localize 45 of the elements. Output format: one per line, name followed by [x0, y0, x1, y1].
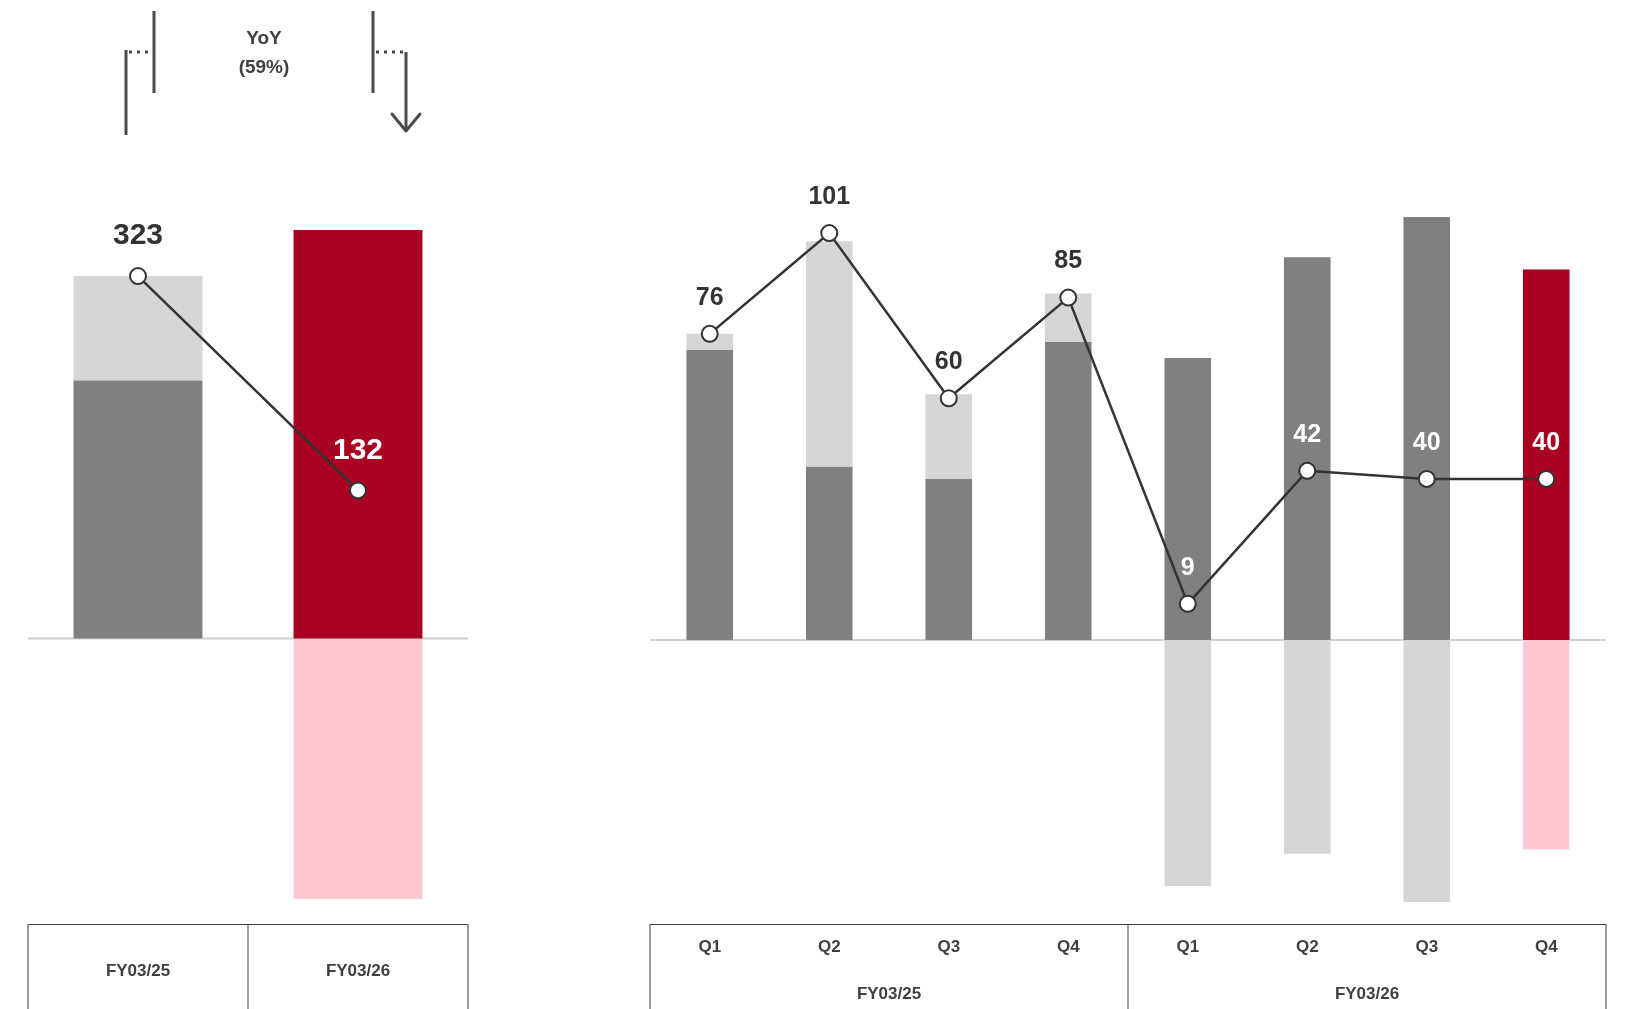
- point: [1178, 594, 1197, 613]
- x-tick-label: Q1: [698, 936, 722, 956]
- text: FY03/26: [1334, 983, 1400, 1003]
- x-tick-label: Q4: [1056, 936, 1081, 956]
- x-tick-label: Q3: [1415, 936, 1439, 956]
- text: FY03/25: [856, 983, 922, 1003]
- bar: [73, 380, 203, 639]
- data-label: 85: [1054, 245, 1083, 274]
- x-tick-label: Q4: [1534, 936, 1559, 956]
- point: [820, 224, 839, 243]
- bar: [1403, 217, 1451, 641]
- data-label: 101: [808, 181, 851, 210]
- bar: [1044, 341, 1092, 641]
- bar: [925, 394, 973, 479]
- data-label: 9: [1180, 551, 1195, 580]
- data-label: 323: [112, 217, 164, 251]
- bar: [1283, 257, 1331, 641]
- bar: [805, 466, 853, 641]
- annotation: YoY: [246, 27, 283, 49]
- data-label: 76: [695, 281, 724, 310]
- bar: [1522, 269, 1570, 641]
- data-label: 42: [1293, 418, 1322, 447]
- bar: [1522, 640, 1570, 850]
- x-tick-label: Q2: [1295, 936, 1319, 956]
- point: [700, 324, 719, 343]
- data-label: 40: [1532, 426, 1561, 455]
- point: [1298, 461, 1317, 480]
- data-label: 40: [1412, 426, 1441, 455]
- bar: [73, 276, 203, 381]
- x-tick-label: Q1: [1176, 936, 1200, 956]
- data-label: 132: [332, 431, 384, 465]
- bar: [925, 478, 973, 641]
- bar: [293, 230, 423, 639]
- x-tick-label: Q3: [937, 936, 961, 956]
- point: [1537, 469, 1556, 488]
- point: [1417, 469, 1436, 488]
- x-tick-label: Q2: [817, 936, 841, 956]
- data-label: 60: [934, 346, 963, 375]
- point: [1059, 288, 1078, 307]
- point: [939, 389, 958, 408]
- bar: [805, 241, 853, 467]
- bar: [1164, 358, 1212, 641]
- annotation: (59%): [238, 56, 290, 78]
- bar: [686, 349, 734, 641]
- bar: [293, 638, 423, 899]
